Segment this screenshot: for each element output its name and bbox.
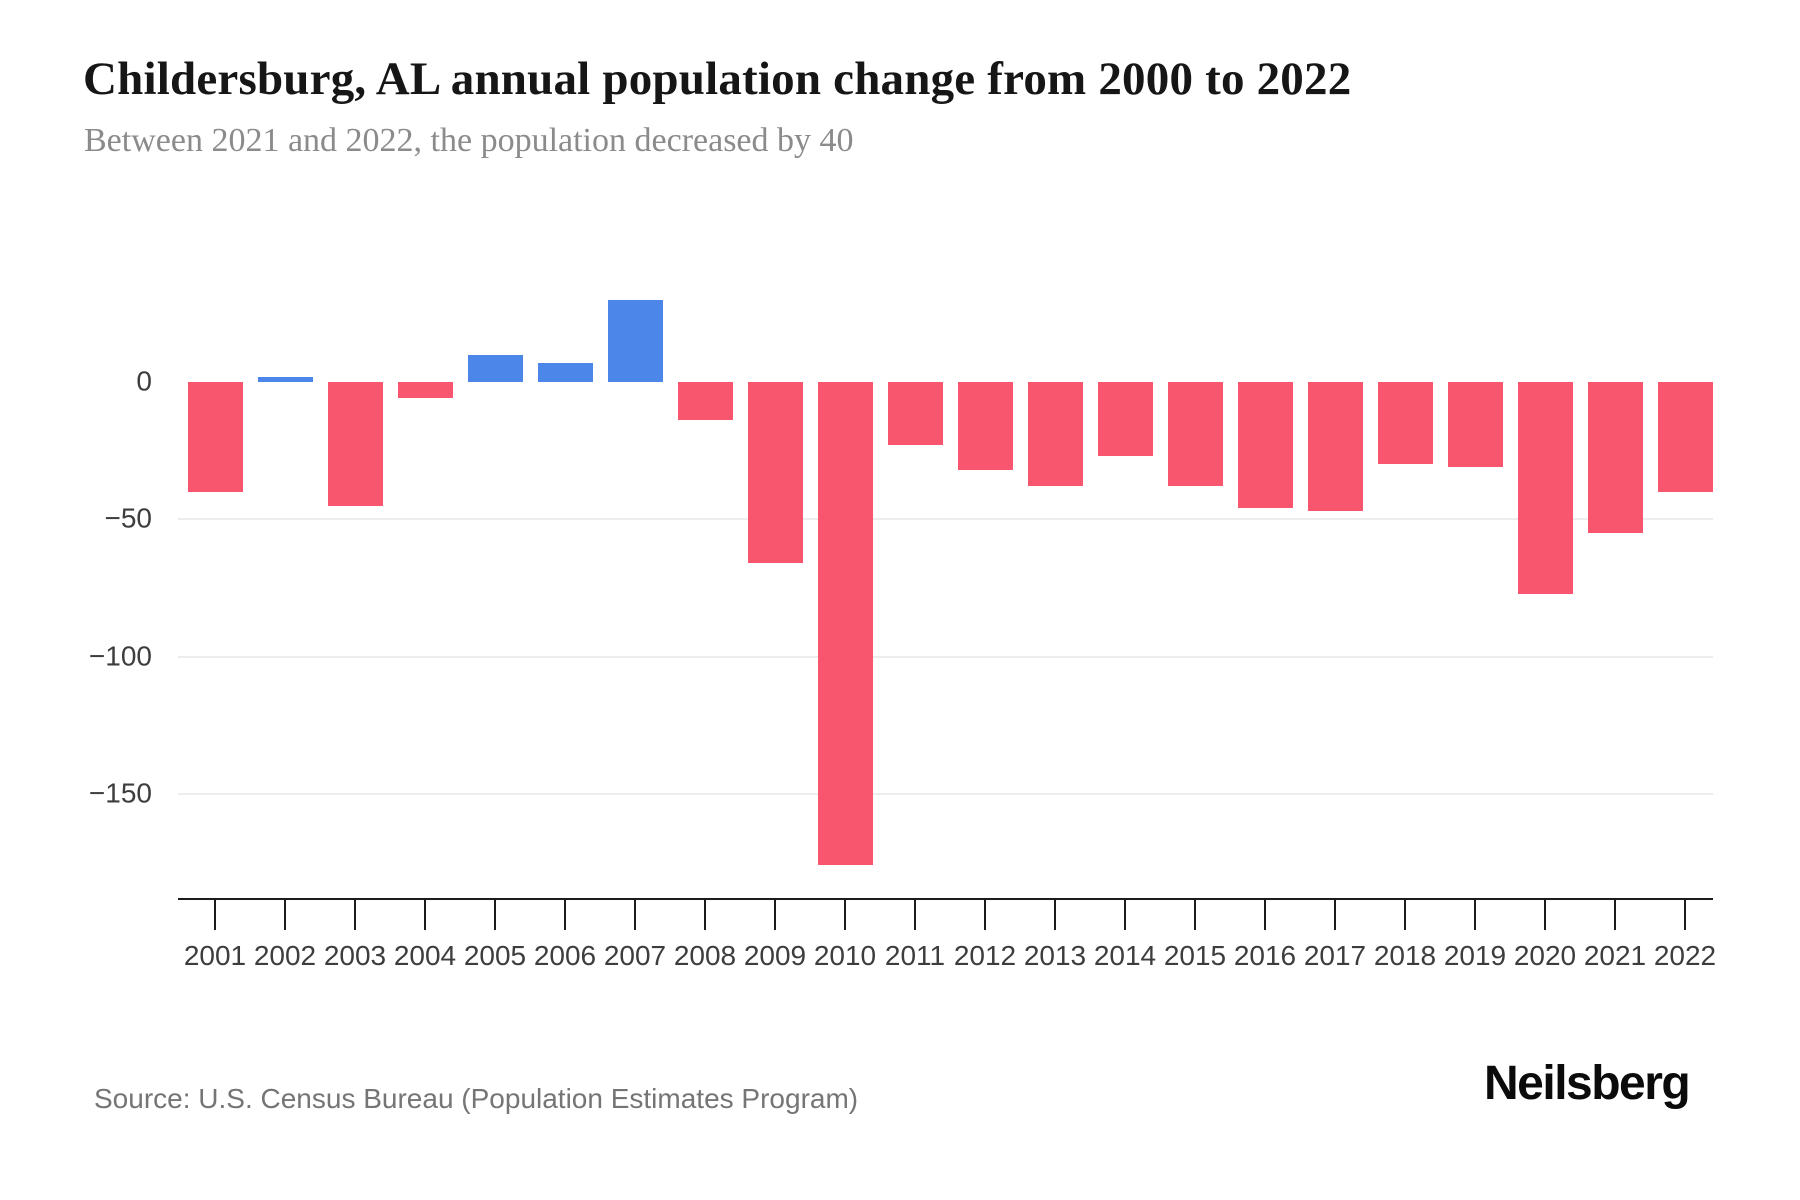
page-subtitle: Between 2021 and 2022, the population de…	[84, 122, 854, 159]
neilsberg-logo: Neilsberg	[1484, 1057, 1691, 1110]
bar-2020	[1517, 382, 1573, 594]
x-axis-tick	[354, 900, 356, 930]
bar-2021	[1587, 382, 1643, 534]
bar-2012	[957, 382, 1013, 470]
y-axis-label: −100	[88, 640, 152, 672]
bar-2015	[1167, 382, 1223, 487]
x-axis-label-2004: 2004	[393, 940, 457, 971]
x-axis-label-2015: 2015	[1163, 940, 1227, 971]
x-axis-tick	[1684, 900, 1686, 930]
x-axis-tick	[1404, 900, 1406, 930]
x-axis-tick	[1614, 900, 1616, 930]
x-axis-label-2012: 2012	[953, 940, 1017, 971]
x-axis-label-2005: 2005	[463, 940, 527, 971]
bar-2014	[1097, 382, 1153, 457]
x-axis-label-2016: 2016	[1233, 940, 1297, 971]
x-axis-tick	[984, 900, 986, 930]
x-axis-tick	[1264, 900, 1266, 930]
x-axis-tick	[1474, 900, 1476, 930]
x-axis-tick	[1334, 900, 1336, 930]
x-axis-label-2017: 2017	[1303, 940, 1367, 971]
x-axis-tick	[1054, 900, 1056, 930]
x-axis-tick	[914, 900, 916, 930]
x-axis-line	[178, 898, 1713, 900]
bar-2010	[817, 382, 873, 866]
x-axis-label-2001: 2001	[183, 940, 247, 971]
x-axis-label-2020: 2020	[1513, 940, 1577, 971]
x-axis-label-2021: 2021	[1583, 940, 1647, 971]
bar-2018	[1377, 382, 1433, 465]
bar-2006	[537, 362, 593, 382]
bar-2011	[887, 382, 943, 446]
x-axis-label-2011: 2011	[884, 940, 946, 971]
x-axis-label-2014: 2014	[1093, 940, 1157, 971]
x-axis-tick	[494, 900, 496, 930]
bar-2019	[1447, 382, 1503, 468]
y-axis-label: −50	[104, 502, 153, 534]
page-title: Childersburg, AL annual population chang…	[83, 53, 1352, 105]
x-axis-tick	[1544, 900, 1546, 930]
bar-2001	[187, 382, 243, 492]
x-axis-tick	[424, 900, 426, 930]
x-axis-tick	[634, 900, 636, 930]
x-axis-tick	[704, 900, 706, 930]
bar-2009	[747, 382, 803, 564]
bar-2022	[1657, 382, 1713, 492]
bar-2005	[467, 354, 523, 382]
bar-2008	[677, 382, 733, 421]
x-axis-tick	[1124, 900, 1126, 930]
x-axis-label-2018: 2018	[1373, 940, 1437, 971]
x-axis-label-2022: 2022	[1653, 940, 1717, 971]
gridline-y--150	[178, 793, 1713, 796]
x-axis-tick	[774, 900, 776, 930]
x-axis-tick	[214, 900, 216, 930]
x-axis-label-2006: 2006	[533, 940, 597, 971]
x-axis-label-2003: 2003	[323, 940, 387, 971]
bar-2003	[327, 382, 383, 506]
x-axis-label-2007: 2007	[603, 940, 667, 971]
bar-2016	[1237, 382, 1293, 509]
y-axis-label: −150	[88, 777, 152, 809]
x-axis-label-2009: 2009	[743, 940, 807, 971]
x-axis-label-2008: 2008	[673, 940, 737, 971]
bar-2004	[397, 382, 453, 399]
x-axis-label-2002: 2002	[253, 940, 317, 971]
bar-2013	[1027, 382, 1083, 487]
bar-2017	[1307, 382, 1363, 512]
source-note: Source: U.S. Census Bureau (Population E…	[94, 1083, 859, 1114]
gridline-y--100	[178, 655, 1713, 658]
x-axis-label-2013: 2013	[1023, 940, 1087, 971]
bar-2002	[257, 376, 313, 382]
x-axis-label-2019: 2019	[1443, 940, 1507, 971]
gridline-y--50	[178, 518, 1713, 521]
x-axis-tick	[564, 900, 566, 930]
x-axis-tick	[1194, 900, 1196, 930]
x-axis-tick	[284, 900, 286, 930]
x-axis-label-2010: 2010	[813, 940, 877, 971]
bar-2007	[607, 299, 663, 382]
x-axis-tick	[844, 900, 846, 930]
y-axis-label: 0	[136, 365, 152, 397]
